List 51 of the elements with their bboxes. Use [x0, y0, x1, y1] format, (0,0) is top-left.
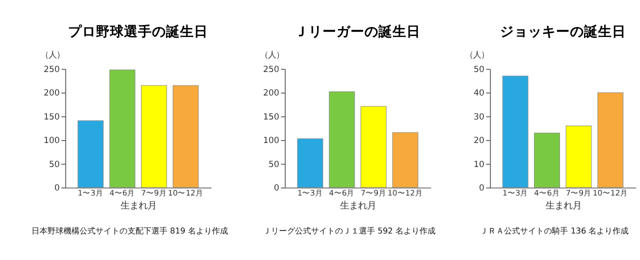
x-tick-label: 1〜3月 [78, 188, 104, 198]
y-tick-label: 250 [263, 64, 280, 74]
y-tick-label: 20 [474, 135, 484, 146]
chart-title: Ｊリーガーの誕生日 [294, 22, 421, 40]
x-tick-label: 1〜3月 [297, 188, 324, 198]
bar [502, 76, 528, 188]
y-tick-label: 50 [48, 158, 60, 169]
y-tick-label: 40 [474, 88, 484, 98]
x-tick-label: 4〜6月 [109, 188, 136, 198]
x-tick-label: 10〜12月 [592, 188, 628, 198]
bar [392, 132, 418, 188]
y-tick-label: 100 [263, 135, 280, 146]
bar [328, 91, 355, 188]
bar [78, 120, 104, 188]
y-tick-label: 150 [44, 111, 60, 122]
y-axis-title: （人） [464, 49, 489, 60]
bar [360, 106, 387, 188]
x-tick-label: 4〜6月 [534, 188, 560, 198]
bar [566, 126, 592, 188]
x-tick-label: 1〜3月 [502, 188, 528, 198]
x-tick-label: 10〜12月 [168, 188, 204, 198]
y-axis-title: （人） [260, 49, 284, 60]
x-axis-title: 生まれ月 [545, 200, 582, 212]
bar [172, 85, 199, 188]
y-tick-label: 200 [263, 88, 280, 98]
x-tick-label: 4〜6月 [329, 188, 355, 198]
y-tick-label: 10 [474, 158, 484, 169]
bar [534, 132, 560, 188]
bar [141, 85, 167, 188]
y-tick-label: 0 [479, 182, 484, 193]
y-axis-title: （人） [40, 49, 64, 60]
x-tick-label: 7〜9月 [360, 188, 386, 198]
bar [109, 70, 136, 188]
y-tick-label: 250 [44, 64, 60, 74]
x-tick-label: 10〜12月 [388, 188, 423, 198]
y-tick-label: 0 [274, 182, 280, 193]
x-tick-label: 7〜9月 [566, 188, 592, 198]
y-tick-label: 50 [474, 64, 484, 74]
y-tick-label: 150 [263, 111, 280, 122]
chart-title: プロ野球選手の誕生日 [68, 22, 208, 40]
x-axis-title: 生まれ月 [340, 200, 376, 212]
y-tick-label: 200 [44, 88, 60, 98]
x-axis-title: 生まれ月 [120, 200, 157, 212]
chart-title: ジョッキーの誕生日 [500, 22, 626, 40]
y-tick-label: 100 [44, 135, 60, 146]
y-tick-label: 30 [474, 111, 484, 122]
bar [597, 92, 624, 188]
y-tick-label: 0 [54, 182, 60, 193]
y-tick-label: 50 [268, 158, 280, 169]
bar [297, 138, 324, 188]
x-tick-label: 7〜9月 [141, 188, 167, 198]
